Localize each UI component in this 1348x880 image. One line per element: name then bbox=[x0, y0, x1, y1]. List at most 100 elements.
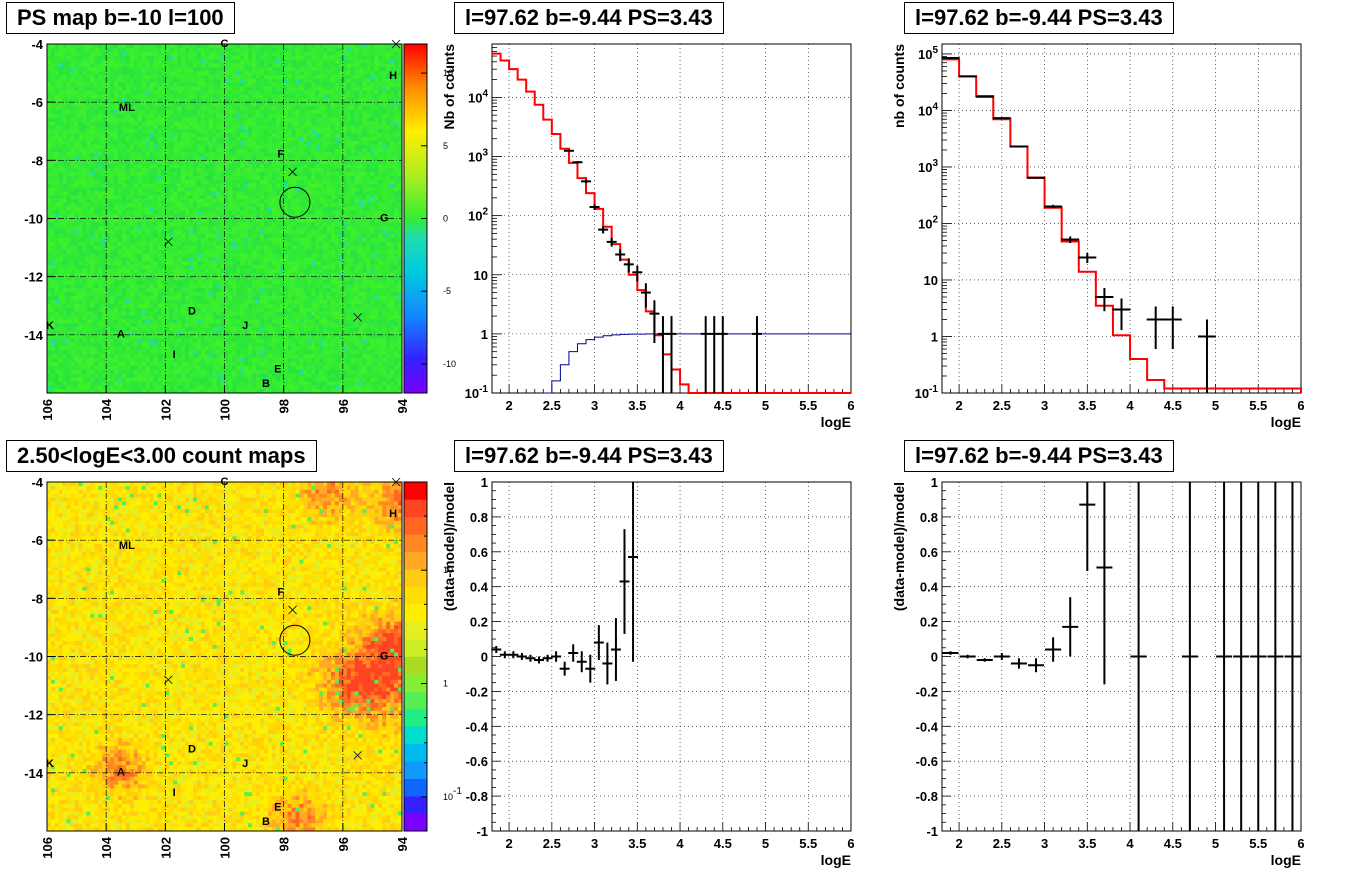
heatmap-cell bbox=[141, 358, 146, 363]
heatmap-cell bbox=[252, 292, 257, 297]
heatmap-cell bbox=[47, 307, 52, 312]
heatmap-cell bbox=[173, 272, 178, 277]
heatmap-cell bbox=[192, 121, 198, 126]
heatmap-cell bbox=[192, 234, 198, 239]
heatmap-cell bbox=[114, 280, 119, 285]
heatmap-cell bbox=[66, 51, 71, 56]
heatmap-cell bbox=[263, 171, 269, 177]
heatmap-cell bbox=[169, 44, 174, 49]
heatmap-cell bbox=[216, 334, 221, 340]
heatmap-cell bbox=[47, 47, 52, 53]
heatmap-cell bbox=[102, 237, 107, 243]
heatmap-cell bbox=[232, 230, 237, 235]
heatmap-cell bbox=[240, 78, 245, 84]
heatmap-cell bbox=[149, 249, 154, 254]
heatmap-cell bbox=[248, 338, 253, 343]
heatmap-cell bbox=[244, 183, 249, 188]
heatmap-cell bbox=[58, 102, 64, 107]
heatmap-cell bbox=[220, 358, 225, 363]
heatmap-cell bbox=[181, 330, 186, 336]
heatmap-cell bbox=[78, 268, 83, 274]
heatmap-cell bbox=[149, 59, 154, 64]
heatmap-cell bbox=[62, 299, 68, 305]
heatmap-cell bbox=[240, 67, 245, 72]
heatmap-cell bbox=[240, 280, 245, 285]
heatmap-cell bbox=[137, 199, 142, 204]
heatmap-cell bbox=[50, 249, 56, 254]
heatmap-cell bbox=[204, 230, 210, 235]
heatmap-cell bbox=[141, 179, 146, 184]
heatmap-cell bbox=[74, 156, 79, 161]
heatmap-cell bbox=[169, 327, 174, 332]
heatmap-cell bbox=[110, 98, 115, 103]
heatmap-cell bbox=[54, 121, 60, 126]
heatmap-cell bbox=[196, 389, 202, 394]
heatmap-cell bbox=[236, 144, 241, 149]
heatmap-cell bbox=[248, 330, 253, 336]
heatmap-cell bbox=[185, 175, 190, 181]
heatmap-cell bbox=[196, 319, 202, 324]
heatmap-cell bbox=[98, 342, 103, 347]
heatmap-cell bbox=[149, 195, 154, 200]
heatmap-cell bbox=[86, 156, 91, 161]
heatmap-cell bbox=[137, 140, 142, 146]
heatmap-cell bbox=[121, 249, 127, 254]
heatmap-cell bbox=[185, 268, 190, 274]
heatmap-cell bbox=[252, 82, 257, 87]
heatmap-cell bbox=[98, 280, 103, 285]
heatmap-cell bbox=[196, 75, 202, 80]
heatmap-cell bbox=[248, 86, 253, 91]
heatmap-cell bbox=[181, 245, 186, 250]
heatmap-cell bbox=[66, 90, 71, 95]
heatmap-cell bbox=[208, 311, 213, 316]
heatmap-cell bbox=[189, 296, 194, 301]
heatmap-cell bbox=[90, 98, 95, 103]
heatmap-cell bbox=[196, 241, 202, 246]
heatmap-cell bbox=[58, 381, 64, 386]
heatmap-cell bbox=[50, 330, 56, 336]
heatmap-cell bbox=[212, 381, 217, 386]
heatmap-cell bbox=[129, 206, 135, 212]
heatmap-cell bbox=[54, 113, 60, 118]
heatmap-cell bbox=[137, 241, 142, 246]
heatmap-cell bbox=[47, 249, 52, 254]
heatmap-cell bbox=[110, 268, 115, 274]
heatmap-cell bbox=[121, 365, 127, 371]
heatmap-cell bbox=[252, 113, 257, 118]
heatmap-cell bbox=[216, 199, 221, 204]
heatmap-cell bbox=[196, 156, 202, 161]
heatmap-cell bbox=[252, 276, 257, 281]
heatmap-cell bbox=[90, 164, 95, 169]
heatmap-cell bbox=[74, 175, 79, 181]
heatmap-cell bbox=[90, 117, 95, 122]
heatmap-cell bbox=[110, 280, 115, 285]
heatmap-cell bbox=[236, 71, 241, 76]
heatmap-cell bbox=[220, 156, 225, 161]
heatmap-cell bbox=[74, 261, 79, 266]
heatmap-cell bbox=[58, 195, 64, 200]
heatmap-cell bbox=[90, 156, 95, 161]
heatmap-cell bbox=[192, 361, 198, 367]
heatmap-cell bbox=[50, 218, 56, 223]
heatmap-cell bbox=[70, 299, 75, 305]
heatmap-cell bbox=[208, 171, 213, 177]
heatmap-cell bbox=[181, 296, 186, 301]
heatmap-cell bbox=[102, 288, 107, 293]
heatmap-cell bbox=[244, 330, 249, 336]
heatmap-cell bbox=[90, 59, 95, 64]
heatmap-cell bbox=[232, 106, 237, 111]
heatmap-cell bbox=[200, 369, 206, 374]
heatmap-cell bbox=[200, 202, 206, 208]
heatmap-cell bbox=[204, 75, 210, 80]
heatmap-cell bbox=[98, 98, 103, 103]
heatmap-cell bbox=[90, 109, 95, 115]
heatmap-cell bbox=[208, 218, 213, 223]
heatmap-cell bbox=[208, 253, 213, 258]
heatmap-cell bbox=[181, 125, 186, 130]
heatmap-cell bbox=[240, 307, 245, 312]
heatmap-cell bbox=[165, 385, 170, 390]
heatmap-cell bbox=[114, 202, 119, 208]
heatmap-cell bbox=[118, 226, 123, 231]
heatmap-cell bbox=[177, 311, 182, 316]
heatmap-cell bbox=[165, 245, 170, 250]
